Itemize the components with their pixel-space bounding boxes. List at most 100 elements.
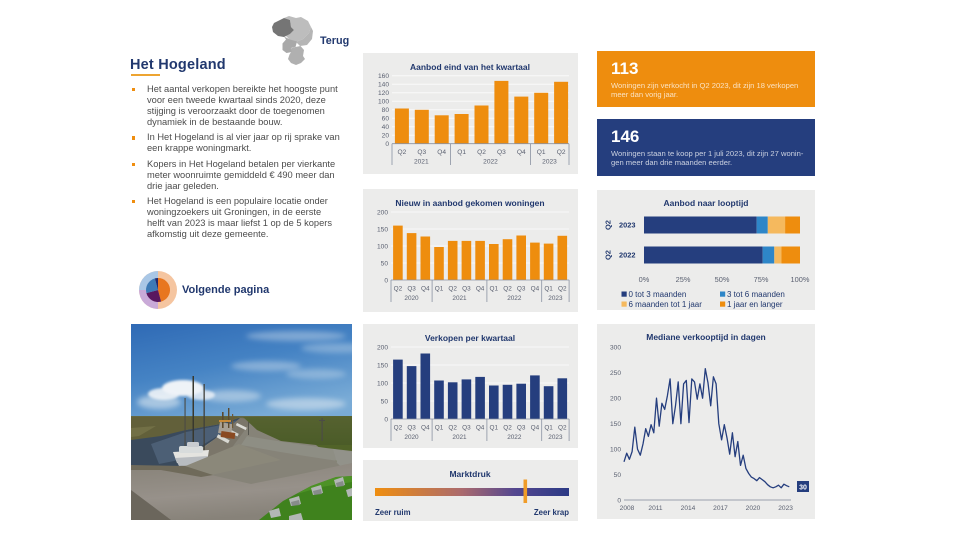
svg-text:50: 50	[381, 399, 389, 406]
svg-text:100: 100	[378, 99, 389, 106]
svg-text:30: 30	[799, 485, 807, 492]
svg-text:Q2: Q2	[394, 286, 403, 293]
svg-text:Q2: Q2	[448, 425, 457, 432]
svg-text:Q2: Q2	[604, 250, 613, 260]
svg-text:120: 120	[378, 90, 389, 97]
svg-text:Q2: Q2	[503, 286, 512, 293]
svg-text:Nieuw in aanbod gekomen woning: Nieuw in aanbod gekomen woningen	[395, 198, 544, 208]
svg-text:Q4: Q4	[421, 286, 430, 293]
svg-text:50: 50	[381, 261, 389, 268]
svg-text:2020: 2020	[404, 295, 419, 302]
svg-text:300: 300	[610, 345, 621, 352]
svg-text:Q2: Q2	[558, 425, 567, 432]
svg-text:0%: 0%	[639, 275, 650, 284]
svg-text:100: 100	[377, 244, 388, 251]
svg-text:2020: 2020	[746, 505, 761, 512]
svg-text:200: 200	[377, 345, 388, 352]
svg-text:Q2: Q2	[477, 149, 486, 156]
svg-text:40: 40	[382, 124, 390, 131]
svg-text:0: 0	[617, 498, 621, 505]
svg-text:Q2: Q2	[503, 425, 512, 432]
svg-text:Q1: Q1	[435, 286, 444, 293]
svg-text:Q3: Q3	[407, 425, 416, 432]
svg-text:2008: 2008	[620, 505, 635, 512]
svg-text:Zeer krap: Zeer krap	[534, 508, 569, 517]
svg-text:75%: 75%	[754, 275, 769, 284]
svg-text:Q1: Q1	[544, 286, 553, 293]
svg-text:Q2: Q2	[398, 149, 407, 156]
svg-text:100: 100	[377, 381, 388, 388]
svg-text:2021: 2021	[414, 159, 429, 166]
svg-text:2017: 2017	[713, 505, 728, 512]
svg-text:20: 20	[382, 133, 390, 140]
svg-text:6 maanden tot 1 jaar: 6 maanden tot 1 jaar	[629, 300, 703, 309]
svg-text:160: 160	[378, 73, 389, 80]
svg-text:50: 50	[614, 472, 622, 479]
svg-text:Q3: Q3	[497, 149, 506, 156]
svg-text:Q2: Q2	[557, 149, 566, 156]
svg-text:Marktdruk: Marktdruk	[449, 469, 490, 479]
svg-text:25%: 25%	[676, 275, 691, 284]
svg-text:Mediane verkooptijd in dagen: Mediane verkooptijd in dagen	[646, 332, 766, 342]
svg-text:2023: 2023	[548, 295, 563, 302]
svg-text:50%: 50%	[715, 275, 730, 284]
svg-text:Q3: Q3	[407, 286, 416, 293]
svg-text:Aanbod naar looptijd: Aanbod naar looptijd	[664, 198, 749, 208]
svg-text:Q4: Q4	[476, 425, 485, 432]
svg-text:Q3: Q3	[462, 425, 471, 432]
svg-text:Q2: Q2	[448, 286, 457, 293]
svg-text:Q3: Q3	[517, 286, 526, 293]
svg-text:Q3: Q3	[462, 286, 471, 293]
svg-text:60: 60	[382, 116, 390, 123]
svg-text:140: 140	[378, 82, 389, 89]
svg-text:Q1: Q1	[537, 149, 546, 156]
svg-text:2023: 2023	[542, 159, 557, 166]
svg-text:Verkopen per kwartaal: Verkopen per kwartaal	[425, 333, 515, 343]
svg-text:250: 250	[610, 370, 621, 377]
svg-text:2020: 2020	[404, 434, 419, 441]
svg-text:2022: 2022	[619, 251, 635, 260]
svg-text:Zeer ruim: Zeer ruim	[375, 508, 411, 517]
svg-text:0: 0	[384, 278, 388, 285]
svg-text:2011: 2011	[648, 505, 663, 512]
svg-text:Aanbod eind van het kwartaal: Aanbod eind van het kwartaal	[410, 62, 530, 72]
svg-text:Q1: Q1	[435, 425, 444, 432]
svg-text:Q2: Q2	[604, 220, 613, 230]
svg-text:0: 0	[384, 417, 388, 424]
svg-text:2022: 2022	[483, 159, 498, 166]
svg-text:Q3: Q3	[517, 425, 526, 432]
svg-text:Q4: Q4	[421, 425, 430, 432]
svg-text:2022: 2022	[507, 295, 522, 302]
svg-text:Q4: Q4	[531, 286, 540, 293]
svg-text:Q4: Q4	[517, 149, 526, 156]
svg-text:100%: 100%	[791, 275, 810, 284]
svg-text:Q4: Q4	[531, 425, 540, 432]
svg-text:2022: 2022	[507, 434, 522, 441]
svg-text:Q2: Q2	[558, 286, 567, 293]
svg-text:Q4: Q4	[476, 286, 485, 293]
svg-text:0 tot 3 maanden: 0 tot 3 maanden	[629, 290, 687, 299]
svg-text:1 jaar en langer: 1 jaar en langer	[727, 300, 783, 309]
svg-text:3 tot 6 maanden: 3 tot 6 maanden	[727, 290, 785, 299]
svg-text:2021: 2021	[452, 295, 467, 302]
svg-text:2023: 2023	[548, 434, 563, 441]
svg-text:80: 80	[382, 107, 390, 114]
svg-text:2014: 2014	[681, 505, 696, 512]
svg-text:150: 150	[377, 227, 388, 234]
svg-text:Q4: Q4	[437, 149, 446, 156]
svg-text:2021: 2021	[452, 434, 467, 441]
svg-text:150: 150	[610, 421, 621, 428]
svg-text:Q1: Q1	[457, 149, 466, 156]
svg-text:0: 0	[385, 141, 389, 148]
svg-text:Q1: Q1	[544, 425, 553, 432]
svg-text:Q1: Q1	[490, 286, 499, 293]
svg-text:Q2: Q2	[394, 425, 403, 432]
svg-text:200: 200	[377, 210, 388, 217]
svg-text:150: 150	[377, 363, 388, 370]
svg-text:200: 200	[610, 396, 621, 403]
svg-text:2023: 2023	[778, 505, 793, 512]
svg-text:Q3: Q3	[417, 149, 426, 156]
svg-text:2023: 2023	[619, 221, 635, 230]
svg-text:Q1: Q1	[490, 425, 499, 432]
svg-text:100: 100	[610, 447, 621, 454]
